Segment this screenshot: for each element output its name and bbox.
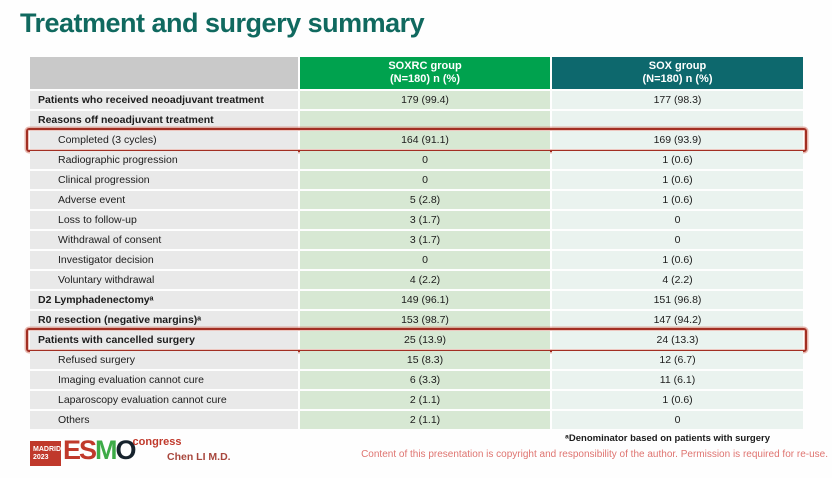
soxrc-value-cell: 0	[300, 251, 550, 269]
row-label: Patients who received neoadjuvant treatm…	[30, 91, 298, 109]
row-label: Patients with cancelled surgery	[30, 331, 298, 349]
row-label: Reasons off neoadjuvant treatment	[30, 111, 298, 129]
sox-value-cell: 1 (0.6)	[552, 391, 803, 409]
table-row: Reasons off neoadjuvant treatment	[30, 111, 803, 129]
sox-value-cell: 0	[552, 411, 803, 429]
table-row: Laparoscopy evaluation cannot cure 2 (1.…	[30, 391, 803, 409]
row-label: Radiographic progression	[30, 151, 298, 169]
soxrc-value-cell: 5 (2.8)	[300, 191, 550, 209]
header-soxrc-line2: (N=180) n (%)	[390, 73, 460, 85]
soxrc-value-cell	[300, 111, 550, 129]
esmo-letter-o: O	[115, 435, 137, 465]
esmo-wordmark: ESMO	[63, 435, 137, 465]
table-row: Refused surgery 15 (8.3) 12 (6.7)	[30, 351, 803, 369]
header-soxrc-group: SOXRC group (N=180) n (%)	[300, 57, 550, 89]
sox-value-cell: 151 (96.8)	[552, 291, 803, 309]
soxrc-value-cell: 25 (13.9)	[300, 331, 550, 349]
year-label: 2023	[33, 453, 49, 461]
row-label: Imaging evaluation cannot cure	[30, 371, 298, 389]
denominator-footnote: ᵃDenominator based on patients with surg…	[565, 433, 770, 444]
header-soxrc-line1: SOXRC group	[388, 60, 462, 72]
table-row: R0 resection (negative margins)ᵃ 153 (98…	[30, 311, 803, 329]
row-label: Clinical progression	[30, 171, 298, 189]
table-row: D2 Lymphadenectomyᵃ 149 (96.1) 151 (96.8…	[30, 291, 803, 309]
soxrc-value-cell: 15 (8.3)	[300, 351, 550, 369]
soxrc-value-cell: 179 (99.4)	[300, 91, 550, 109]
row-label: Laparoscopy evaluation cannot cure	[30, 391, 298, 409]
soxrc-value-cell: 3 (1.7)	[300, 231, 550, 249]
copyright-notice: Content of this presentation is copyrigh…	[361, 449, 828, 460]
table-row: Voluntary withdrawal 4 (2.2) 4 (2.2)	[30, 271, 803, 289]
table-row: Imaging evaluation cannot cure 6 (3.3) 1…	[30, 371, 803, 389]
sox-value-cell: 11 (6.1)	[552, 371, 803, 389]
sox-value-cell: 1 (0.6)	[552, 171, 803, 189]
soxrc-value-cell: 2 (1.1)	[300, 411, 550, 429]
sox-value-cell: 0	[552, 211, 803, 229]
row-label: Loss to follow-up	[30, 211, 298, 229]
soxrc-value-cell: 149 (96.1)	[300, 291, 550, 309]
congress-label: congress	[132, 436, 182, 448]
table-body: Patients who received neoadjuvant treatm…	[26, 91, 807, 429]
row-label: Voluntary withdrawal	[30, 271, 298, 289]
row-label: Adverse event	[30, 191, 298, 209]
table-header-row: SOXRC group (N=180) n (%) SOX group (N=1…	[30, 57, 803, 89]
row-label: Refused surgery	[30, 351, 298, 369]
row-label: Investigator decision	[30, 251, 298, 269]
esmo-congress-logo: MADRID 2023 ESMO congress	[30, 435, 183, 466]
sox-value-cell: 4 (2.2)	[552, 271, 803, 289]
esmo-letters-es: ES	[63, 435, 97, 465]
soxrc-value-cell: 153 (98.7)	[300, 311, 550, 329]
table-row: Completed (3 cycles) 164 (91.1) 169 (93.…	[26, 128, 807, 152]
sox-value-cell: 177 (98.3)	[552, 91, 803, 109]
madrid-label: MADRID	[33, 445, 61, 453]
table-row: Radiographic progression 0 1 (0.6)	[30, 151, 803, 169]
sox-value-cell: 12 (6.7)	[552, 351, 803, 369]
sox-value-cell: 169 (93.9)	[552, 131, 803, 149]
table-row: Clinical progression 0 1 (0.6)	[30, 171, 803, 189]
table-row: Others 2 (1.1) 0	[30, 411, 803, 429]
row-label: D2 Lymphadenectomyᵃ	[30, 291, 298, 309]
table-row: Investigator decision 0 1 (0.6)	[30, 251, 803, 269]
table-row: Patients with cancelled surgery 25 (13.9…	[26, 328, 807, 352]
header-label-cell	[30, 57, 298, 89]
row-label: R0 resection (negative margins)ᵃ	[30, 311, 298, 329]
row-label: Others	[30, 411, 298, 429]
esmo-letter-m: M	[95, 435, 117, 465]
sox-value-cell: 0	[552, 231, 803, 249]
sox-value-cell: 1 (0.6)	[552, 191, 803, 209]
sox-value-cell: 1 (0.6)	[552, 151, 803, 169]
table-row: Loss to follow-up 3 (1.7) 0	[30, 211, 803, 229]
madrid-2023-badge: MADRID 2023	[30, 441, 61, 466]
header-sox-line1: SOX group	[648, 60, 707, 72]
presenter-name: Chen LI M.D.	[167, 451, 231, 463]
header-sox-group: SOX group (N=180) n (%)	[552, 57, 803, 89]
soxrc-value-cell: 3 (1.7)	[300, 211, 550, 229]
sox-value-cell	[552, 111, 803, 129]
table-row: Patients who received neoadjuvant treatm…	[30, 91, 803, 109]
soxrc-value-cell: 4 (2.2)	[300, 271, 550, 289]
soxrc-value-cell: 0	[300, 151, 550, 169]
soxrc-value-cell: 0	[300, 171, 550, 189]
treatment-surgery-table: SOXRC group (N=180) n (%) SOX group (N=1…	[26, 57, 807, 431]
row-label: Completed (3 cycles)	[30, 131, 298, 149]
sox-value-cell: 1 (0.6)	[552, 251, 803, 269]
table-row: Adverse event 5 (2.8) 1 (0.6)	[30, 191, 803, 209]
soxrc-value-cell: 164 (91.1)	[300, 131, 550, 149]
row-label: Withdrawal of consent	[30, 231, 298, 249]
soxrc-value-cell: 6 (3.3)	[300, 371, 550, 389]
slide-title: Treatment and surgery summary	[20, 8, 425, 38]
sox-value-cell: 147 (94.2)	[552, 311, 803, 329]
table-row: Withdrawal of consent 3 (1.7) 0	[30, 231, 803, 249]
sox-value-cell: 24 (13.3)	[552, 331, 803, 349]
header-sox-line2: (N=180) n (%)	[642, 73, 713, 85]
soxrc-value-cell: 2 (1.1)	[300, 391, 550, 409]
